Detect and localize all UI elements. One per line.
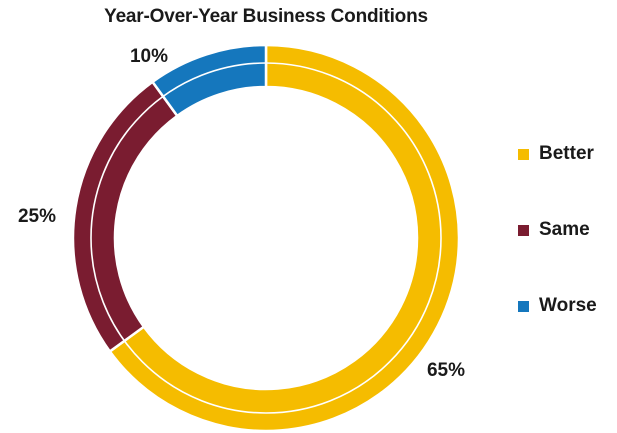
- chart-title: Year-Over-Year Business Conditions: [104, 6, 428, 27]
- legend: Better Same Worse: [518, 143, 597, 317]
- legend-swatch-same: [518, 224, 529, 236]
- donut-slices: [71, 43, 461, 433]
- legend-item-better: Better: [518, 143, 597, 165]
- slice-labels: 65% 25% 10%: [18, 46, 465, 381]
- ring-divider: [90, 62, 442, 414]
- legend-label-same: Same: [539, 219, 590, 240]
- data-label-worse: 10%: [130, 46, 168, 67]
- legend-label-worse: Worse: [539, 295, 597, 316]
- data-label-same: 25%: [18, 206, 56, 227]
- data-label-better: 65%: [427, 360, 465, 381]
- slice-better: [108, 43, 461, 433]
- legend-item-worse: Worse: [518, 295, 597, 317]
- legend-swatch-worse: [518, 300, 529, 312]
- legend-label-better: Better: [539, 143, 594, 164]
- legend-swatch-better: [518, 148, 529, 160]
- slice-same: [71, 80, 179, 354]
- legend-item-same: Same: [518, 219, 597, 241]
- slice-worse: [150, 43, 268, 118]
